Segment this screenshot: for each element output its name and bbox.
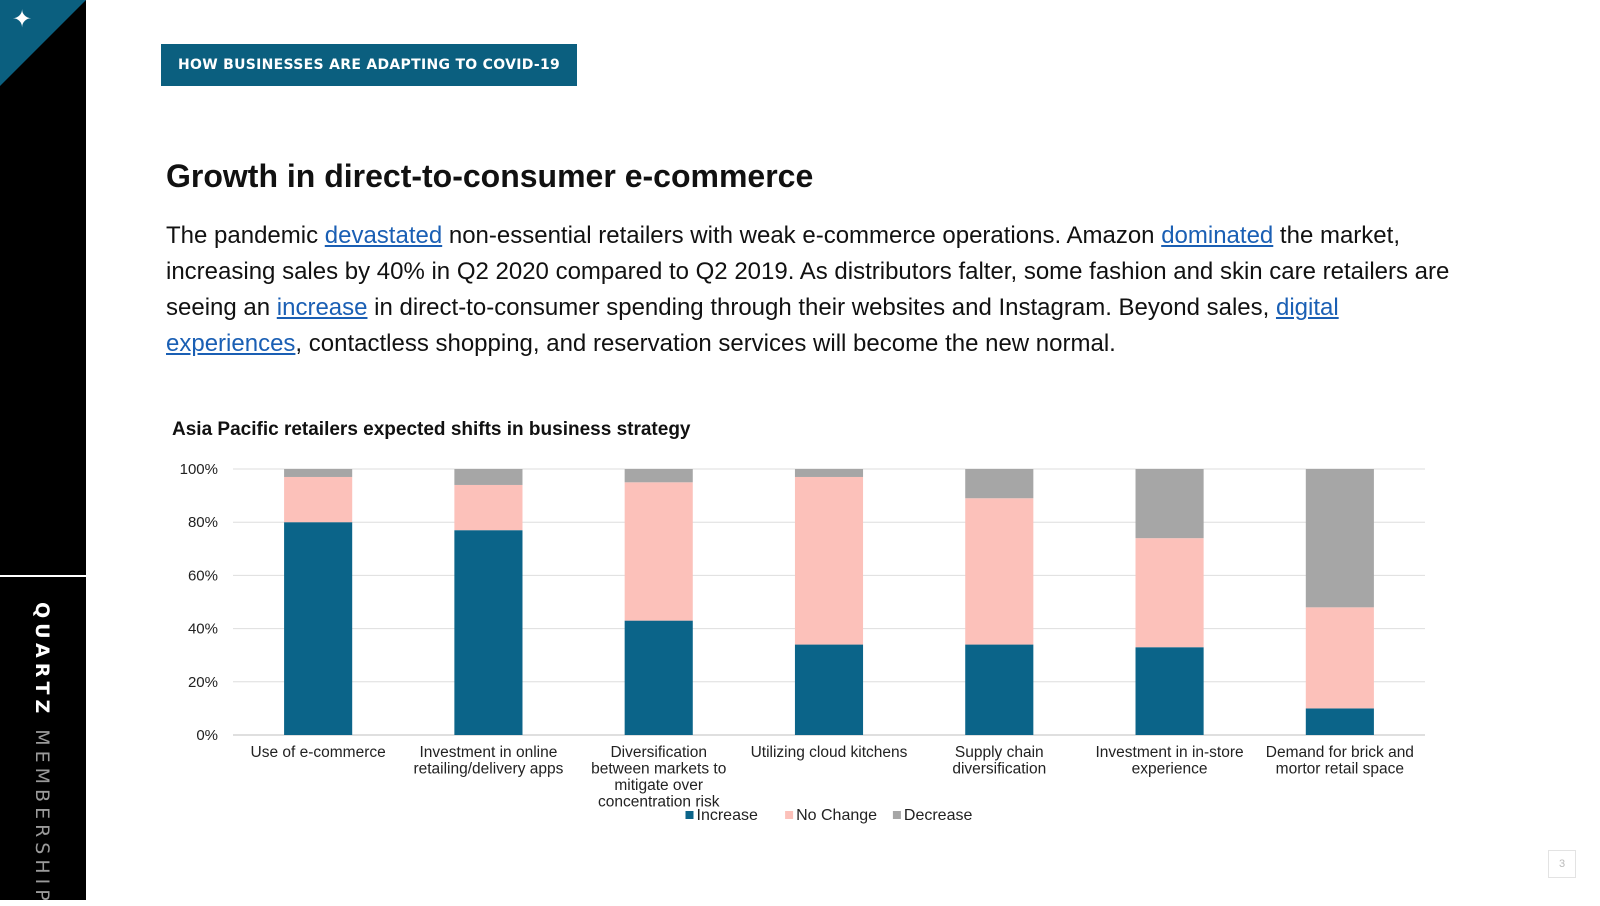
link-digital-experiences[interactable]: digital experiences bbox=[166, 294, 1339, 357]
brand-light: MEMBERSHIP bbox=[31, 729, 53, 906]
x-tick-label: diversification bbox=[952, 761, 1046, 778]
paragraph-text: , contactless shopping, and reservation … bbox=[295, 330, 1116, 357]
page-number: 3 bbox=[1548, 850, 1576, 878]
link-increase[interactable]: increase bbox=[276, 294, 368, 321]
x-tick-label: concentration risk bbox=[598, 794, 720, 811]
x-tick-label: mortor retail space bbox=[1276, 761, 1404, 778]
brand-wordmark: QUARTZ MEMBERSHIP bbox=[31, 602, 53, 906]
x-tick-label: Supply chain bbox=[955, 744, 1044, 761]
x-tick-label: Investment in in-store bbox=[1095, 744, 1243, 761]
sparkle-star-icon: ✦ bbox=[12, 6, 33, 33]
chart-title: Asia Pacific retailers expected shifts i… bbox=[172, 419, 691, 440]
bar-no-change bbox=[794, 476, 864, 645]
y-tick-label: 20% bbox=[188, 674, 218, 691]
bar-decrease bbox=[1305, 469, 1374, 608]
legend-label-decrease: Decrease bbox=[904, 807, 973, 824]
x-tick-label: experience bbox=[1132, 761, 1208, 778]
bar-increase bbox=[965, 644, 1034, 735]
bar-increase bbox=[284, 522, 353, 735]
bar-increase bbox=[1135, 647, 1204, 735]
sidebar-divider bbox=[0, 575, 86, 577]
bar-decrease bbox=[454, 469, 523, 485]
legend-swatch-decrease bbox=[892, 811, 901, 819]
x-tick-label: Use of e-commerce bbox=[251, 744, 386, 761]
bar-no-change bbox=[624, 482, 693, 621]
link-dominated[interactable]: dominated bbox=[1161, 222, 1274, 249]
body-paragraph: The pandemic devastated non-essential re… bbox=[166, 218, 1466, 362]
y-tick-label: 100% bbox=[180, 461, 218, 478]
brand-bold: QUARTZ bbox=[31, 602, 53, 719]
x-tick-label: retailing/delivery apps bbox=[413, 761, 563, 778]
x-tick-label: Diversification bbox=[610, 744, 706, 761]
x-tick-label: Investment in online bbox=[419, 744, 557, 761]
sidebar: ✦ QUARTZ MEMBERSHIP bbox=[0, 0, 86, 906]
bar-no-change bbox=[1305, 607, 1374, 709]
bar-no-change bbox=[284, 476, 353, 523]
legend-label-increase: Increase bbox=[697, 807, 758, 824]
paragraph-text: The pandemic bbox=[166, 222, 325, 249]
page-title: Growth in direct-to-consumer e-commerce bbox=[166, 158, 814, 194]
legend-swatch-increase bbox=[685, 811, 694, 819]
bar-increase bbox=[624, 620, 693, 735]
bar-no-change bbox=[1135, 538, 1204, 648]
bar-decrease bbox=[284, 469, 353, 477]
bar-no-change bbox=[454, 484, 523, 531]
bar-decrease bbox=[624, 469, 693, 483]
bar-decrease bbox=[1135, 469, 1204, 539]
paragraph-text: the market, increasing sales by 40% in Q… bbox=[166, 222, 1450, 321]
y-tick-label: 0% bbox=[196, 727, 218, 744]
y-tick-label: 80% bbox=[188, 514, 218, 531]
paragraph-text: in direct-to-consumer spending through t… bbox=[367, 294, 1276, 321]
stacked-bar-chart: Asia Pacific retailers expected shifts i… bbox=[172, 419, 1425, 824]
x-tick-label: mitigate over bbox=[614, 777, 703, 794]
bar-increase bbox=[454, 530, 523, 735]
x-tick-label: between markets to bbox=[591, 761, 726, 778]
bar-decrease bbox=[794, 469, 864, 477]
bar-increase bbox=[794, 644, 864, 735]
y-tick-label: 60% bbox=[188, 567, 218, 584]
legend-label-no-change: No Change bbox=[796, 807, 877, 824]
legend-swatch-no-change bbox=[785, 811, 794, 819]
corner-accent bbox=[0, 0, 86, 86]
x-tick-label: Utilizing cloud kitchens bbox=[751, 744, 908, 761]
bar-increase bbox=[1305, 708, 1374, 735]
paragraph-text: non-essential retailers with weak e-comm… bbox=[442, 222, 1162, 249]
section-tag: HOW BUSINESSES ARE ADAPTING TO COVID-19 bbox=[161, 44, 578, 86]
bar-decrease bbox=[965, 469, 1034, 499]
bar-no-change bbox=[965, 498, 1034, 645]
x-tick-label: Demand for brick and bbox=[1266, 744, 1414, 761]
y-tick-label: 40% bbox=[188, 621, 218, 638]
link-devastated[interactable]: devastated bbox=[324, 222, 443, 249]
